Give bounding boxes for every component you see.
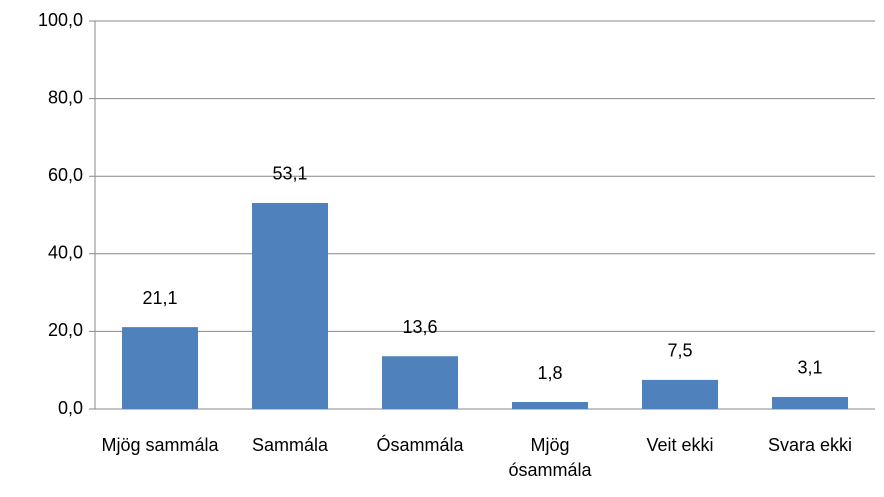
data-label: 3,1 [797,358,822,378]
bar [772,396,848,409]
x-tick-label: Mjög sammála [101,435,219,455]
data-label: 21,1 [142,288,177,308]
bar [642,379,718,409]
x-tick-label: Mjög ósammála [508,435,592,480]
y-tick-label: 100,0 [38,10,83,30]
y-tick-label: 0,0 [58,398,83,418]
y-tick-label: 80,0 [48,87,83,107]
y-tick-label: 60,0 [48,165,83,185]
y-tick-label: 20,0 [48,320,83,340]
x-tick-label: Veit ekki [646,435,714,455]
x-tick-label: Ósammála [376,435,464,455]
bar [512,402,588,409]
data-label: 13,6 [402,317,437,337]
data-label: 53,1 [272,164,307,184]
bar [382,356,458,409]
y-tick-label: 40,0 [48,243,83,263]
x-tick-label: Svara ekki [767,435,853,455]
data-label: 7,5 [667,341,692,361]
data-label: 1,8 [537,363,562,383]
bar [252,202,328,409]
x-tick-label: Sammála [251,435,329,455]
bar [122,327,198,409]
